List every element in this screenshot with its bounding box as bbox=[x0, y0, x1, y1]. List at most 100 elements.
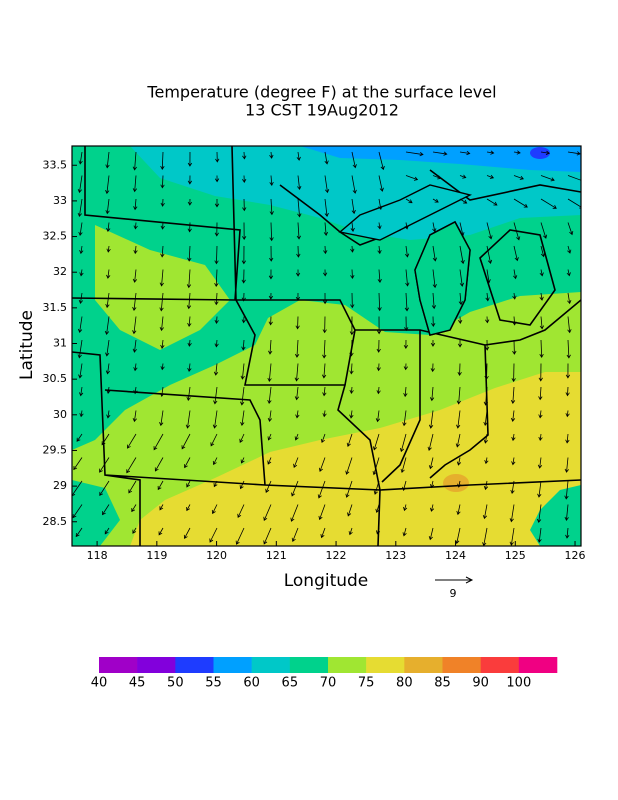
wind-arrow bbox=[105, 198, 110, 215]
wind-arrow bbox=[240, 386, 245, 406]
x-axis-label: Longitude bbox=[284, 571, 369, 591]
wind-arrow bbox=[132, 151, 137, 171]
wind-arrow bbox=[75, 527, 83, 538]
wind-arrow bbox=[239, 480, 245, 490]
wind-arrow bbox=[378, 175, 384, 192]
wind-arrow bbox=[213, 363, 219, 376]
wind-arrow bbox=[483, 433, 488, 444]
wind-arrow bbox=[455, 433, 461, 448]
wind-arrow bbox=[153, 433, 164, 451]
wind-arrow bbox=[376, 363, 381, 372]
wind-arrow bbox=[186, 504, 191, 512]
colorbar-label: 50 bbox=[167, 676, 184, 691]
wind-arrow bbox=[539, 269, 544, 277]
y-tick-label: 33.5 bbox=[43, 158, 68, 171]
wind-arrow bbox=[566, 339, 571, 359]
wind-arrow bbox=[457, 480, 462, 488]
wind-arrow bbox=[372, 457, 380, 476]
x-tick-label: 120 bbox=[206, 549, 227, 562]
wind-arrow bbox=[349, 339, 354, 357]
wind-arrow bbox=[456, 504, 461, 516]
wind-arrow bbox=[349, 316, 355, 336]
y-tick-label: 31.5 bbox=[43, 301, 68, 314]
wind-arrow bbox=[106, 222, 111, 233]
wind-arrow bbox=[513, 150, 521, 155]
wind-arrow bbox=[184, 457, 191, 469]
wind-arrow bbox=[432, 198, 439, 203]
wind-arrow bbox=[128, 480, 137, 494]
subtitle: 13 CST 19Aug2012 bbox=[245, 101, 399, 120]
wind-arrow bbox=[404, 316, 409, 332]
wind-arrow bbox=[513, 222, 521, 241]
wind-arrow bbox=[72, 504, 83, 519]
wind-arrow bbox=[428, 527, 434, 541]
wind-arrow bbox=[212, 410, 218, 429]
y-tick-label: 28.5 bbox=[43, 515, 68, 528]
wind-arrow bbox=[567, 245, 572, 254]
wind-arrow bbox=[106, 386, 111, 394]
wind-arrow bbox=[322, 316, 327, 334]
wind-arrow bbox=[78, 222, 83, 236]
wind-arrow bbox=[486, 150, 495, 155]
field-65-70 bbox=[530, 485, 581, 546]
wind-arrow bbox=[567, 175, 581, 183]
field-80-85 bbox=[443, 474, 469, 492]
wind-arrow bbox=[457, 363, 462, 376]
wind-arrow bbox=[459, 245, 465, 265]
wind-arrow bbox=[290, 504, 299, 522]
wind-arrow bbox=[538, 410, 543, 419]
wind-arrow bbox=[486, 222, 493, 240]
wind-arrow bbox=[486, 269, 491, 284]
wind-arrow bbox=[512, 292, 517, 300]
wind-arrow bbox=[133, 222, 138, 230]
colorbar-box bbox=[137, 657, 176, 673]
colorbar-box bbox=[251, 657, 291, 673]
x-tick-label: 118 bbox=[87, 549, 108, 562]
wind-arrow bbox=[513, 245, 519, 262]
wind-arrow bbox=[459, 150, 471, 156]
wind-arrow bbox=[323, 245, 328, 255]
wind-arrow bbox=[133, 386, 138, 395]
wind-arrow bbox=[324, 198, 329, 218]
wind-arrow bbox=[430, 339, 436, 347]
wind-arrow bbox=[565, 363, 571, 379]
wind-arrow bbox=[160, 245, 165, 258]
wind-arrow bbox=[213, 386, 218, 405]
wind-arrow bbox=[456, 410, 461, 429]
wind-arrow bbox=[76, 433, 83, 442]
wind-arrow bbox=[160, 175, 165, 189]
wind-arrow bbox=[349, 386, 354, 394]
wind-arrow bbox=[377, 269, 382, 284]
wind-arrow bbox=[431, 292, 437, 310]
wind-arrow bbox=[235, 527, 245, 545]
wind-arrow bbox=[187, 151, 193, 167]
wind-arrow bbox=[240, 410, 245, 427]
wind-arrow bbox=[268, 339, 273, 355]
wind-arrow bbox=[324, 151, 329, 165]
wind-arrow bbox=[318, 504, 326, 521]
y-tick-label: 32 bbox=[53, 265, 67, 278]
y-axis-label: Latitude bbox=[17, 310, 37, 380]
wind-arrow bbox=[183, 527, 191, 540]
colorbar-box bbox=[404, 657, 443, 673]
wind-arrow bbox=[404, 292, 410, 312]
wind-arrow bbox=[512, 339, 517, 355]
wind-arrow bbox=[263, 527, 272, 545]
wind-arrow bbox=[106, 410, 111, 419]
wind-arrow bbox=[405, 151, 424, 157]
wind-arrow bbox=[378, 198, 383, 210]
wind-arrow bbox=[322, 339, 327, 359]
wind-arrow bbox=[430, 480, 435, 489]
wind-arrow bbox=[372, 433, 380, 451]
wind-arrow bbox=[99, 480, 110, 497]
wind-arrow bbox=[211, 504, 218, 515]
wind-arrow bbox=[77, 316, 83, 334]
temperature-field bbox=[72, 146, 581, 546]
wind-arrow bbox=[187, 222, 192, 233]
wind-arrow bbox=[158, 527, 164, 536]
x-tick-label: 119 bbox=[146, 549, 167, 562]
wind-arrow bbox=[512, 316, 517, 326]
wind-arrow bbox=[513, 269, 518, 280]
wind-arrow bbox=[185, 410, 191, 429]
wind-arrow bbox=[403, 363, 408, 371]
